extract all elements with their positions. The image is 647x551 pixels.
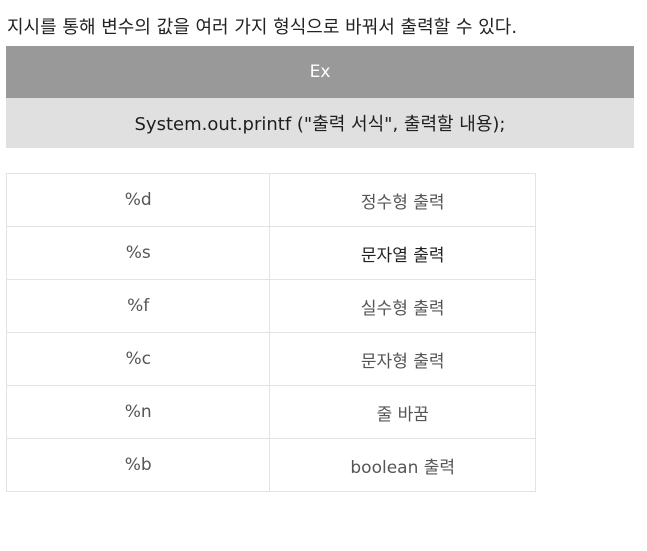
format-description: 정수형 출력 (269, 173, 536, 227)
format-specifier: %c (5, 332, 271, 386)
format-specifier-table: %d 정수형 출력 %s 문자열 출력 %f 실수형 출력 %c 문자형 출력 … (5, 173, 536, 492)
format-description: 실수형 출력 (269, 279, 536, 333)
intro-text: 지시를 통해 변수의 값을 여러 가지 형식으로 바꿔서 출력할 수 있다. (7, 17, 518, 38)
table-row: %b boolean 출력 (5, 438, 536, 492)
format-specifier: %d (5, 173, 271, 227)
table-row: %s 문자열 출력 (5, 226, 536, 280)
format-specifier: %s (5, 226, 271, 280)
format-specifier: %n (5, 385, 271, 439)
format-specifier: %b (5, 438, 271, 492)
format-description: 문자형 출력 (269, 332, 536, 386)
table-row: %c 문자형 출력 (5, 332, 536, 386)
table-row: %d 정수형 출력 (5, 173, 536, 227)
format-specifier: %f (5, 279, 271, 333)
format-description: boolean 출력 (269, 438, 536, 492)
format-description: 줄 바꿈 (269, 385, 536, 439)
example-code: System.out.printf ("출력 서식", 출력할 내용); (6, 98, 634, 148)
format-description: 문자열 출력 (269, 226, 536, 280)
table-row: %n 줄 바꿈 (5, 385, 536, 439)
example-header: Ex (6, 46, 634, 98)
table-row: %f 실수형 출력 (5, 279, 536, 333)
example-box: Ex System.out.printf ("출력 서식", 출력할 내용); (6, 46, 634, 148)
